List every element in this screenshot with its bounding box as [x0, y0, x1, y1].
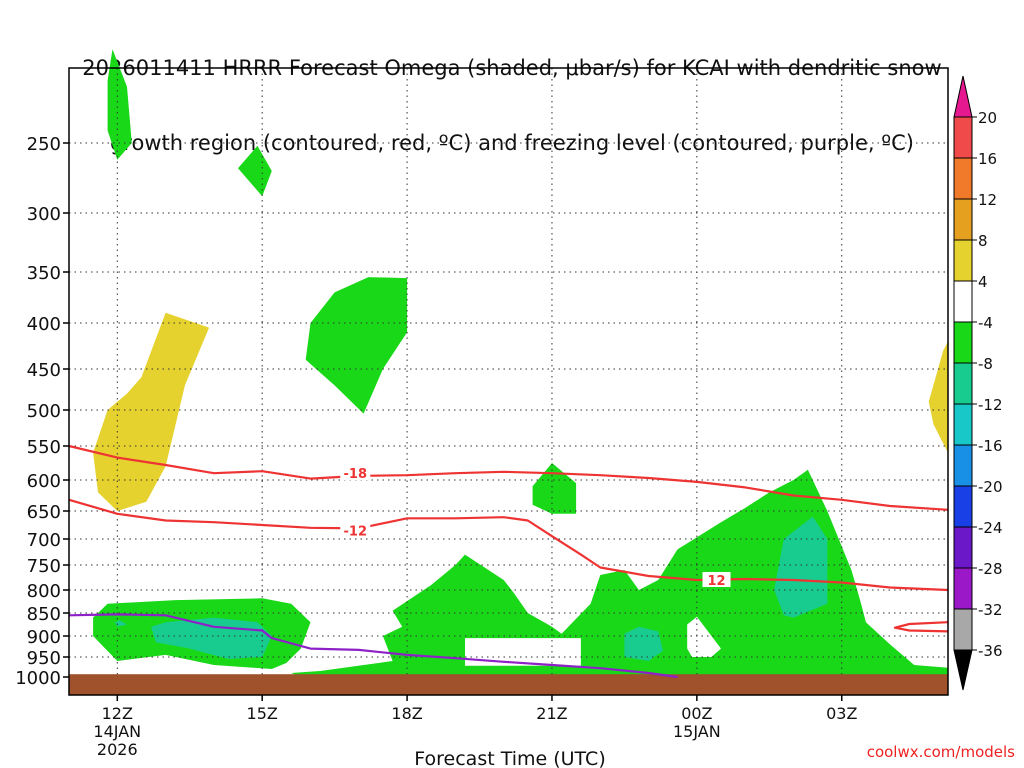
omega-region-6	[291, 469, 948, 677]
y-tick-label: 450	[27, 360, 61, 381]
contour-dgz--12	[68, 498, 949, 592]
contour-label-bg	[702, 572, 731, 587]
colorbar-label: 4	[978, 273, 988, 291]
y-tick-label: 500	[27, 401, 61, 422]
colorbar-label: 12	[978, 191, 997, 209]
y-tick-label: 650	[27, 502, 61, 523]
x-tick-label: 15Z	[247, 704, 278, 723]
y-tick-label: 700	[27, 530, 61, 551]
y-tick-label: 250	[27, 134, 61, 155]
plot-frame	[68, 67, 949, 696]
colorbar-label: -4	[978, 314, 993, 332]
x-tick-year: 2026	[97, 740, 138, 759]
omega-region-2	[238, 145, 272, 197]
colorbar-bin	[953, 485, 973, 528]
contour-closed--12	[893, 621, 949, 633]
colorbar-label: -24	[978, 519, 1003, 537]
colorbar-label: -12	[978, 396, 1003, 414]
y-axis: 2503003504004505005506006507007508008509…	[15, 134, 69, 689]
colorbar-bin	[953, 157, 973, 200]
y-tick-label: 550	[27, 437, 61, 458]
colorbar-bottom-arrow	[953, 649, 973, 691]
omega-region-3	[305, 277, 408, 414]
colorbar-bin	[953, 362, 973, 405]
x-tick-label: 00Z	[681, 704, 712, 723]
colorbar-label: -32	[978, 601, 1003, 619]
contour-label: -18	[344, 467, 368, 482]
terrain	[69, 674, 948, 695]
omega-gap-2	[687, 616, 721, 657]
y-tick-label: 850	[27, 604, 61, 625]
y-tick-label: 600	[27, 471, 61, 492]
omega-shading	[93, 49, 948, 677]
y-tick-label: 750	[27, 556, 61, 577]
colorbar-bin	[953, 403, 973, 446]
y-tick-label: 300	[27, 204, 61, 225]
colorbar-top-arrow	[953, 75, 973, 118]
colorbar-bin	[953, 321, 973, 364]
colorbar-bin	[953, 444, 973, 487]
colorbar-label: 16	[978, 150, 997, 168]
x-tick-label: 12Z	[102, 704, 133, 723]
colorbar-label: -8	[978, 355, 993, 373]
x-tick-date: 15JAN	[673, 722, 721, 741]
omega-core-3	[624, 626, 663, 661]
x-tick-label: 21Z	[536, 704, 567, 723]
colorbar-label: -36	[978, 642, 1003, 660]
colorbar-label: -28	[978, 560, 1003, 578]
x-axis-label: Forecast Time (UTC)	[414, 748, 605, 768]
omega-positive-region-2	[928, 341, 948, 453]
y-tick-label: 950	[27, 648, 61, 669]
y-tick-label: 1000	[15, 668, 61, 689]
y-tick-label: 800	[27, 581, 61, 602]
contours: -18 -12 12	[68, 444, 949, 679]
colorbar-bin	[953, 116, 973, 159]
y-tick-label: 400	[27, 314, 61, 335]
contour-label-bg	[340, 465, 371, 481]
contour-dgz--18	[68, 444, 949, 511]
omega-region-1	[107, 49, 132, 160]
credit-text: coolwx.com/models	[867, 743, 1015, 761]
colorbar-bin	[953, 280, 973, 323]
colorbar-label: 20	[978, 109, 997, 127]
x-tick-label: 18Z	[391, 704, 422, 723]
title-line-2: growth region (contoured, red, ºC) and f…	[110, 131, 914, 155]
terrain-fill	[69, 674, 948, 695]
contour-label: 12	[707, 574, 725, 589]
omega-core-2	[114, 620, 127, 627]
colorbar-label: -16	[978, 437, 1003, 455]
colorbar-bin	[953, 608, 973, 651]
omega-core-4	[774, 516, 828, 618]
colorbar-bin	[953, 567, 973, 610]
x-tick-label: 03Z	[826, 704, 857, 723]
colorbar-bin	[953, 239, 973, 282]
colorbar-label: -20	[978, 478, 1003, 496]
omega-positive-region-1	[93, 312, 210, 511]
colorbar-label: 8	[978, 232, 988, 250]
colorbar-bin	[953, 198, 973, 241]
y-tick-label: 350	[27, 263, 61, 284]
colorbar: 20 16 12 8 4 -4 -8 -12 -16 -20 -24 -28 -32 -36	[953, 75, 1003, 691]
omega-region-4	[532, 463, 577, 514]
omega-gap-1	[465, 638, 581, 666]
contour-label: -12	[344, 525, 368, 540]
contour-freezing-level	[68, 613, 678, 679]
contour-label-bg	[340, 522, 371, 538]
y-tick-label: 900	[27, 627, 61, 648]
x-tick-date: 14JAN	[93, 722, 141, 741]
colorbar-bin	[953, 526, 973, 569]
